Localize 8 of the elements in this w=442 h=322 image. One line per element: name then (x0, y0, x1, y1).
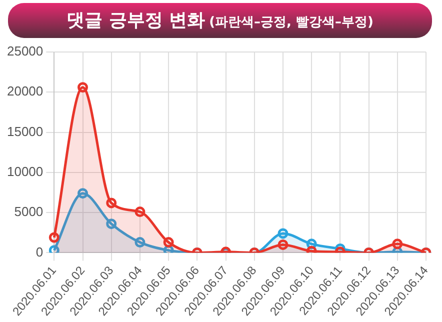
y-tick-label: 10000 (6, 164, 44, 180)
y-tick-label: 20000 (6, 84, 44, 99)
y-tick-label: 0 (36, 244, 44, 260)
y-tick-label: 25000 (6, 44, 44, 59)
chart-subtitle: (파란색–긍정, 빨강색–부정) (209, 15, 374, 30)
chart-title: 댓글 긍부정 변화 (66, 10, 206, 31)
y-tick-label: 15000 (6, 124, 44, 139)
y-tick-label: 5000 (14, 204, 44, 220)
